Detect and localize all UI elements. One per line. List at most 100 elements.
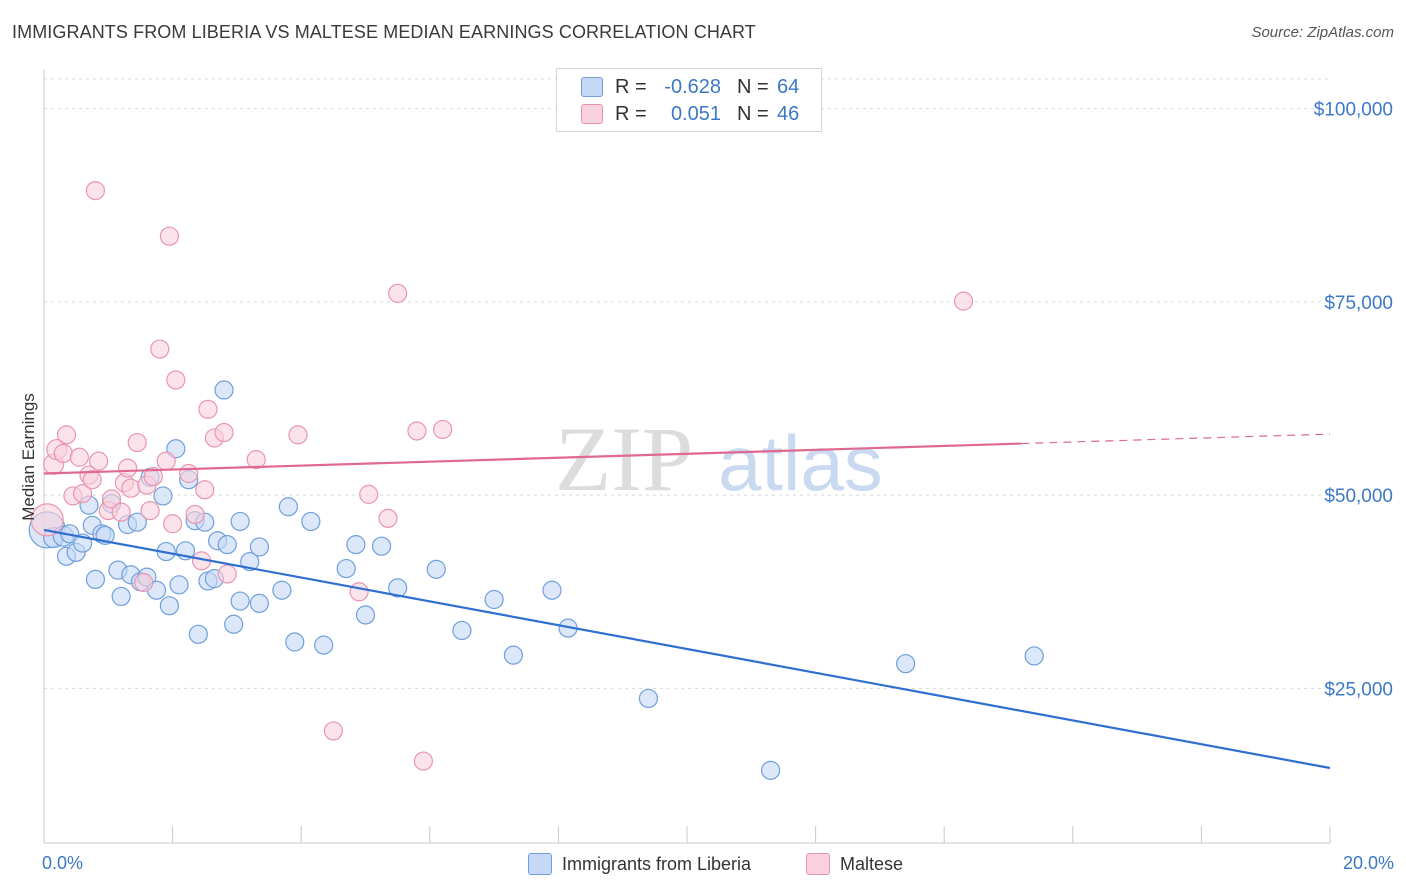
legend-swatch-pink	[806, 853, 830, 875]
correlation-legend: R = -0.628 N = 64 R = 0.051 N = 46	[556, 68, 822, 132]
liberia-point	[484, 589, 504, 610]
x-tick-label: 20.0%	[1343, 853, 1394, 873]
watermark: ZIP atlas	[555, 408, 883, 510]
liberia-point	[85, 569, 106, 590]
liberia-point	[188, 624, 208, 644]
liberia-point	[542, 580, 562, 600]
liberia-point	[272, 580, 292, 600]
liberia-point	[355, 605, 376, 625]
maltese-point	[413, 751, 433, 771]
y-tick-label: $75,000	[1324, 293, 1393, 314]
maltese-point	[127, 432, 147, 453]
legend-swatch-blue	[581, 77, 603, 97]
liberia-point	[371, 536, 392, 556]
grid-layer	[44, 78, 1330, 689]
watermark-atlas: atlas	[718, 419, 883, 507]
axis-layer	[43, 70, 1331, 844]
maltese-point	[217, 564, 237, 584]
maltese-point	[156, 451, 176, 471]
legend-item-liberia: Immigrants from Liberia	[528, 852, 751, 876]
legend-label-liberia: Immigrants from Liberia	[562, 853, 752, 874]
maltese-point	[85, 180, 106, 201]
liberia-point	[230, 591, 250, 611]
legend-row-liberia: R = -0.628 N = 64	[581, 74, 799, 100]
legend-item-maltese: Maltese	[806, 852, 903, 876]
legend-n-value: 46	[777, 102, 800, 125]
liberia-point	[278, 497, 298, 517]
maltese-point	[288, 425, 308, 445]
y-tick-label: $25,000	[1324, 679, 1393, 700]
trend-layer	[43, 433, 1331, 770]
liberia-point	[153, 486, 173, 506]
liberia-point	[896, 654, 916, 674]
liberia-point	[503, 645, 523, 665]
liberia-point	[249, 593, 270, 613]
y-tick-label: $100,000	[1314, 100, 1393, 121]
maltese-point	[953, 291, 974, 311]
liberia-point	[346, 535, 366, 555]
maltese-point	[163, 514, 183, 534]
legend-swatch-blue	[528, 853, 552, 875]
maltese-point	[53, 443, 73, 464]
liberia-point	[301, 511, 321, 532]
y-axis-label: Median Earnings	[19, 393, 38, 521]
liberia-point	[224, 614, 244, 634]
maltese-point	[378, 508, 398, 528]
y-tick-label: $50,000	[1324, 486, 1393, 507]
liberia-point	[230, 511, 250, 532]
maltese-point	[150, 339, 170, 359]
maltese-point	[30, 503, 64, 537]
maltese-point	[101, 489, 122, 509]
maltese-point	[121, 478, 141, 498]
maltese-point	[140, 501, 160, 521]
maltese-point	[433, 419, 453, 440]
legend-n-label: N =	[737, 75, 769, 98]
liberia-point	[217, 535, 237, 555]
maltese-point	[159, 226, 179, 246]
maltese-point	[72, 484, 93, 504]
legend-n-value: 64	[777, 75, 800, 98]
maltese-point	[134, 572, 154, 593]
liberia-point	[638, 688, 659, 709]
maltese-point	[407, 421, 427, 441]
maltese-point	[388, 283, 408, 303]
liberia-point	[127, 512, 147, 532]
liberia-point	[314, 635, 334, 655]
maltese-point	[246, 449, 266, 470]
liberia-point	[169, 575, 189, 595]
legend-r-label: R =	[615, 102, 647, 125]
maltese-point	[185, 504, 205, 525]
maltese-point	[82, 470, 102, 490]
liberia-point	[214, 380, 234, 400]
points-layer	[28, 180, 1044, 780]
maltese-point	[349, 582, 369, 602]
liberia-point	[249, 537, 270, 557]
liberia-point	[426, 559, 446, 579]
chart-title: IMMIGRANTS FROM LIBERIA VS MALTESE MEDIA…	[12, 22, 756, 42]
maltese-point	[143, 466, 163, 487]
legend-r-value: -0.628	[664, 75, 721, 98]
maltese-point	[195, 480, 215, 500]
trend-line-maltese	[43, 442, 1022, 475]
maltese-point	[166, 370, 186, 390]
maltese-point	[56, 425, 77, 445]
liberia-point	[111, 586, 131, 607]
maltese-point	[198, 399, 218, 419]
liberia-point	[1024, 646, 1044, 666]
legend-n-label: N =	[737, 102, 769, 125]
legend-label-maltese: Maltese	[840, 853, 904, 874]
legend-r-value: 0.051	[670, 102, 721, 125]
maltese-point	[111, 502, 131, 522]
maltese-point	[214, 422, 234, 443]
trend-line-maltese-extension	[1021, 433, 1331, 445]
liberia-point	[285, 632, 305, 652]
liberia-point	[388, 578, 408, 598]
liberia-point	[760, 760, 781, 780]
legend-swatch-pink	[581, 104, 603, 124]
x-tick-label: 0.0%	[42, 853, 83, 873]
maltese-point	[179, 463, 199, 484]
legend-r-label: R =	[615, 75, 647, 98]
liberia-point	[336, 558, 356, 579]
watermark-zip: ZIP	[555, 408, 693, 510]
